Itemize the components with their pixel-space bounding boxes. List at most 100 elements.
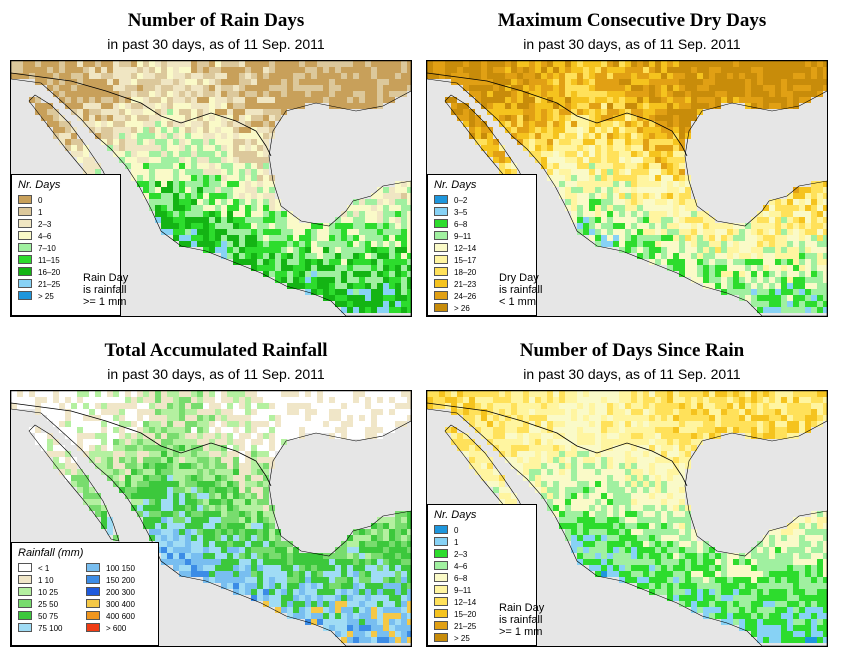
map-field <box>427 391 827 646</box>
legend-label: 6–8 <box>454 574 468 583</box>
legend-label: 15–17 <box>454 256 477 265</box>
legend-label: 21–25 <box>454 622 477 631</box>
note-line: Dry Day <box>499 272 539 284</box>
legend-swatch <box>18 255 32 264</box>
legend-swatch <box>434 267 448 276</box>
map-days-since-rain: Nr. Days 0 1 2–3 4–6 6–8 9–11 12–14 15–20 21–25 >… <box>426 390 828 647</box>
legend-swatch <box>434 609 448 618</box>
legend-swatch <box>434 561 448 570</box>
legend-swatch <box>18 231 32 240</box>
legend-swatch <box>86 575 100 584</box>
panel-title: Maximum Consecutive Dry Days <box>497 10 767 31</box>
note-line: is rainfall <box>499 614 543 626</box>
legend-label: 16–20 <box>38 268 61 277</box>
border-line <box>427 72 688 157</box>
legend-swatch <box>434 195 448 204</box>
panel-title: Number of Days Since Rain <box>519 340 745 361</box>
legend-label: 2–3 <box>454 550 468 559</box>
legend-label: 3–5 <box>454 208 468 217</box>
coastline <box>427 391 827 646</box>
legend-swatch <box>434 243 448 252</box>
legend-label: 10 25 <box>38 588 59 597</box>
legend: Nr. Days 0 1 2–3 4–6 6–8 9–11 12–14 15–20 21–25 >… <box>427 504 537 646</box>
panel-days-since-rain: Number of Days Since Rain in past 30 day… <box>426 330 838 650</box>
legend-title: Nr. Days <box>18 179 61 191</box>
legend-swatch <box>18 563 32 572</box>
legend-title: Nr. Days <box>434 179 477 191</box>
legend-swatch <box>18 219 32 228</box>
legend-swatch <box>86 587 100 596</box>
legend-title: Rainfall (mm) <box>18 547 84 559</box>
panel-subtitle: in past 30 days, as of 11 Sep. 2011 <box>523 366 741 382</box>
legend-label: 18–20 <box>454 268 477 277</box>
legend-label: < 1 <box>38 564 50 573</box>
legend: Nr. Days 0 1 2–3 4–6 7–10 11–15 16–20 21–25 > 25 <box>11 174 121 316</box>
border-line <box>11 72 272 157</box>
legend-label: 0 <box>454 526 459 535</box>
border-line <box>11 402 272 487</box>
map-field <box>11 61 411 316</box>
legend-swatch <box>434 291 448 300</box>
legend-label: 100 150 <box>106 564 135 573</box>
note-line: is rainfall <box>83 284 127 296</box>
legend-swatch <box>434 537 448 546</box>
legend-label: 0–2 <box>454 196 468 205</box>
legend-swatch <box>434 279 448 288</box>
note-line: is rainfall <box>499 284 543 296</box>
legend-swatch <box>18 575 32 584</box>
panel-subtitle: in past 30 days, as of 11 Sep. 2011 <box>107 366 325 382</box>
legend-swatch <box>18 291 32 300</box>
legend-label: > 25 <box>454 634 470 643</box>
legend-swatch <box>86 611 100 620</box>
legend-swatch <box>86 599 100 608</box>
legend-label: 9–11 <box>454 586 472 595</box>
note-line: >= 1 mm <box>83 296 127 308</box>
legend-swatch <box>434 207 448 216</box>
coastline <box>11 391 411 646</box>
legend-label: 300 400 <box>106 600 135 609</box>
legend-note: Dry Day is rainfall < 1 mm <box>499 272 542 308</box>
legend-label: 150 200 <box>106 576 135 585</box>
legend-swatch <box>434 585 448 594</box>
map-field <box>11 391 411 646</box>
legend-label: > 25 <box>38 292 54 301</box>
legend-swatch <box>18 599 32 608</box>
legend-swatch <box>434 231 448 240</box>
legend-label: > 600 <box>106 624 127 633</box>
legend-label: 4–6 <box>454 562 468 571</box>
panel-accumulated-rainfall: Total Accumulated Rainfall in past 30 da… <box>10 330 422 650</box>
legend-swatch <box>434 549 448 558</box>
legend-swatch <box>18 611 32 620</box>
legend-label: 4–6 <box>38 232 52 241</box>
note-line: Rain Day <box>499 602 545 614</box>
legend-swatch <box>18 623 32 632</box>
legend-label: 200 300 <box>106 588 135 597</box>
legend-swatch <box>434 621 448 630</box>
panel-subtitle: in past 30 days, as of 11 Sep. 2011 <box>107 36 325 52</box>
legend-swatch <box>434 255 448 264</box>
legend-swatch <box>18 267 32 276</box>
panel-title: Number of Rain Days <box>127 10 305 31</box>
coastline <box>28 424 120 542</box>
legend-label: 25 50 <box>38 600 59 609</box>
panel-dry-days: Maximum Consecutive Dry Days in past 30 … <box>426 0 838 320</box>
legend-label: 7–10 <box>38 244 56 253</box>
legend-note: Rain Day is rainfall >= 1 mm <box>83 272 128 308</box>
legend-swatch <box>18 587 32 596</box>
legend-label: 1 10 <box>38 576 54 585</box>
note-line: >= 1 mm <box>499 626 543 638</box>
legend-label: 11–15 <box>38 256 60 265</box>
legend-label: > 26 <box>454 304 470 313</box>
map-dry-days: Nr. Days 0–2 3–5 6–8 9–11 12–14 15–17 18–20 21–… <box>426 60 828 317</box>
legend-label: 24–26 <box>454 292 477 301</box>
note-line: Rain Day <box>83 272 129 284</box>
legend: Nr. Days 0–2 3–5 6–8 9–11 12–14 15–17 18–20 21–… <box>427 174 537 316</box>
legend-swatch <box>434 633 448 642</box>
legend-label: 0 <box>38 196 43 205</box>
coastline <box>11 61 411 316</box>
map-rain-days: Nr. Days 0 1 2–3 4–6 7–10 11–15 16–20 21–25 > 25… <box>10 60 412 317</box>
legend-swatch <box>18 195 32 204</box>
legend-label: 400 600 <box>106 612 135 621</box>
legend-label: 21–25 <box>38 280 61 289</box>
legend-swatch <box>86 623 100 632</box>
